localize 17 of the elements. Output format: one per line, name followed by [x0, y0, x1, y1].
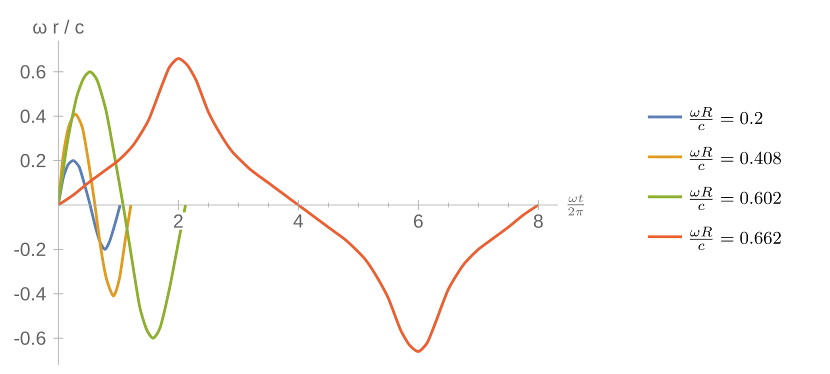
- x-tick-label: 6: [414, 214, 423, 228]
- legend-label: $\frac{\omega R}{c} = 0.662$: [690, 226, 781, 250]
- y-tick-label: -0.4: [14, 287, 46, 301]
- x-tick-label: 4: [293, 214, 304, 228]
- y-tick-label: 0.6: [20, 65, 46, 79]
- x-axis-title: $\frac{\omega t}{2\pi}$: [568, 194, 584, 216]
- x-tick-label: 8: [534, 214, 543, 228]
- legend-label: $\frac{\omega R}{c} = 0.408$: [690, 146, 781, 170]
- y-tick-label: 0.2: [20, 154, 46, 168]
- y-tick-label: 0.4: [20, 109, 46, 123]
- y-axis-title: ω r / c: [33, 20, 84, 34]
- y-tick-label: -0.6: [14, 331, 46, 345]
- x-tick-label: 2: [174, 214, 183, 228]
- line-series: [58, 70, 187, 340]
- legend-label: $\frac{\omega R}{c} = 0.2$: [690, 106, 762, 130]
- legend-label: $\frac{\omega R}{c} = 0.602$: [690, 186, 781, 210]
- y-tick-label: -0.2: [14, 242, 46, 256]
